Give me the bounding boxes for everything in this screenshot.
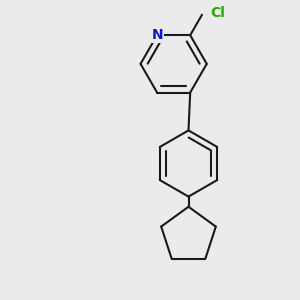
- Text: N: N: [151, 28, 163, 42]
- Text: Cl: Cl: [211, 6, 225, 20]
